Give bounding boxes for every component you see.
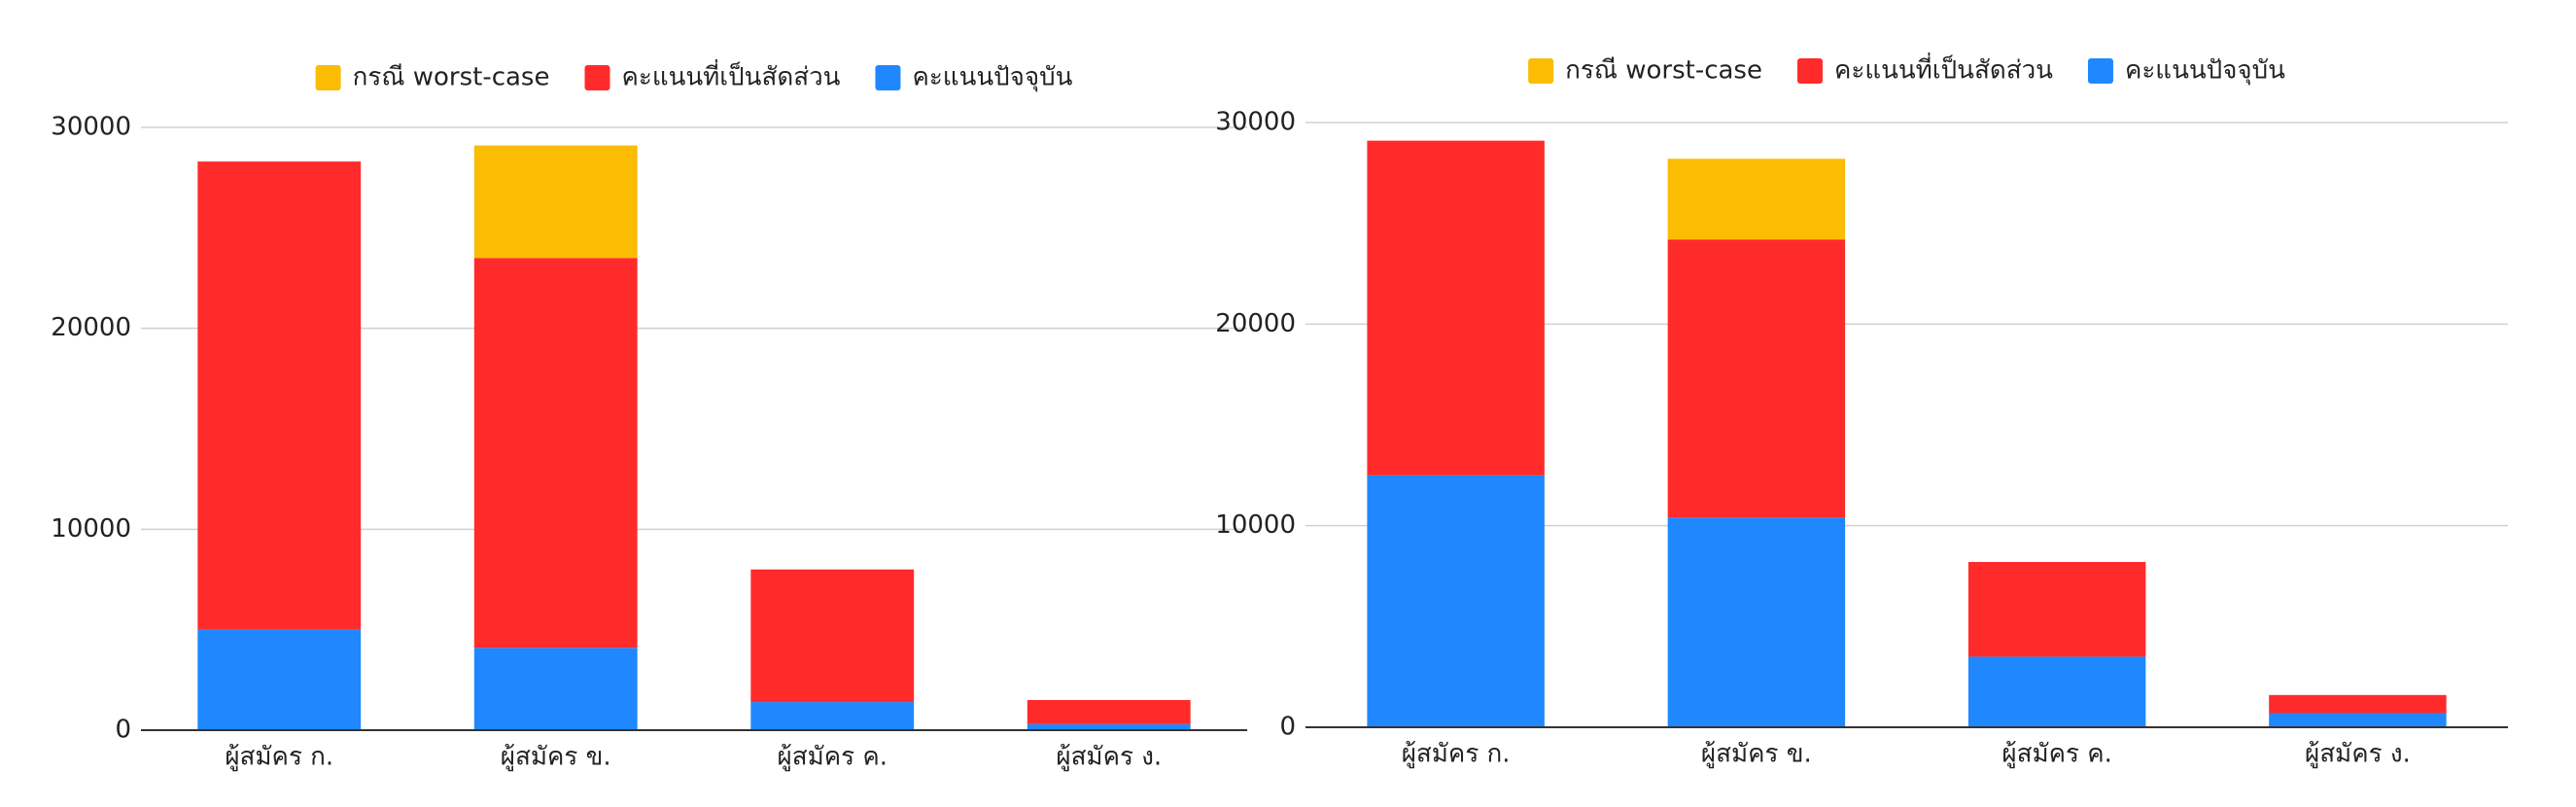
- bar-segment: [1967, 561, 2146, 657]
- x-tick-label: ผู้สมัคร ค.: [777, 743, 888, 772]
- bar-segment: [1967, 656, 2146, 727]
- legend-label: กรณี worst-case: [1565, 56, 1762, 86]
- x-tick-label: ผู้สมัคร ข.: [501, 743, 611, 772]
- legend-swatch: [584, 65, 610, 90]
- legend-swatch: [875, 65, 901, 90]
- y-tick-label: 30000: [51, 113, 131, 142]
- x-tick-label: ผู้สมัคร ง.: [2305, 740, 2411, 769]
- legend-label: คะแนนที่เป็นสัดส่วน: [1834, 53, 2053, 86]
- legend-label: คะแนนปัจจุบัน: [2125, 56, 2285, 86]
- legend-swatch: [1528, 58, 1554, 84]
- legend-label: กรณี worst-case: [353, 63, 550, 92]
- x-tick-label: ผู้สมัคร ข.: [1701, 740, 1812, 769]
- x-tick-label: ผู้สมัคร ก.: [225, 743, 333, 772]
- y-tick-label: 20000: [51, 313, 131, 342]
- chart: 0 10000 20000 30000 ผู้สมัคร ก. ผู้สมัคร ข. ผู…: [51, 59, 1247, 772]
- bar-segment: [750, 702, 915, 730]
- bar-segment: [1027, 700, 1191, 724]
- bar-segment: [473, 145, 638, 259]
- y-tick-label: 0: [1279, 713, 1296, 742]
- bar-segment: [1027, 723, 1191, 730]
- legend-swatch: [315, 65, 341, 90]
- y-tick-label: 10000: [1215, 510, 1296, 540]
- bar-segment: [2269, 713, 2447, 727]
- y-tick-label: 30000: [1215, 108, 1296, 137]
- legend-label: คะแนนปัจจุบัน: [912, 63, 1072, 92]
- legend-label: คะแนนที่เป็นสัดส่วน: [621, 59, 840, 92]
- bar-segment: [1367, 140, 1545, 475]
- x-tick-label: ผู้สมัคร ก.: [1402, 740, 1511, 769]
- x-tick-label: ผู้สมัคร ค.: [2002, 740, 2112, 769]
- bar-segment: [1667, 158, 1846, 240]
- bar-segment: [197, 161, 362, 630]
- bar-segment: [473, 258, 638, 649]
- y-tick-label: 0: [115, 716, 131, 745]
- bar-segment: [1667, 517, 1846, 727]
- legend: กรณี worst-case คะแนนที่เป็นสัดส่วน คะแนนป…: [315, 59, 1073, 92]
- x-tick-label: ผู้สมัคร ง.: [1056, 743, 1162, 772]
- bar-segment: [1667, 239, 1846, 518]
- y-tick-label: 20000: [1215, 309, 1296, 338]
- bar-segment: [1367, 474, 1545, 727]
- bar-segment: [473, 648, 638, 730]
- bar-segment: [750, 569, 915, 703]
- legend-swatch: [2087, 58, 2113, 84]
- chart: 0 10000 20000 30000 ผู้สมัคร ก. ผู้สมัคร ข. ผู…: [1215, 53, 2508, 769]
- y-tick-label: 10000: [51, 514, 131, 544]
- bar-segment: [197, 629, 362, 730]
- bar-segment: [2269, 694, 2447, 714]
- legend-swatch: [1796, 58, 1823, 84]
- legend: กรณี worst-case คะแนนที่เป็นสัดส่วน คะแนนป…: [1528, 53, 2285, 86]
